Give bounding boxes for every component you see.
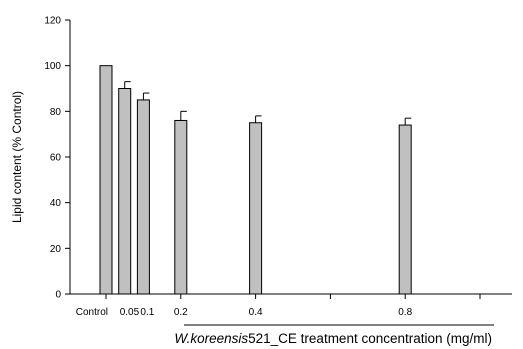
x-tick-label: 0.4 (249, 307, 263, 318)
x-axis-label-text: 521_CE treatment concentration (mg/ml) (248, 331, 492, 346)
error-bars (124, 81, 412, 126)
y-ticks: 0 20 40 60 80 100 120 (44, 16, 70, 301)
y-tick-label: 40 (50, 198, 62, 209)
x-tick-label: 0.1 (140, 307, 154, 318)
x-tick-labels: Control 0.05 0.1 0.2 0.4 0.8 (76, 307, 413, 318)
x-tick-label: 0.8 (398, 307, 412, 318)
y-tick-label: 0 (55, 290, 61, 301)
y-tick-label: 120 (44, 16, 61, 27)
bar (118, 88, 132, 295)
bar (136, 99, 150, 295)
y-axis-label: Lipid content (% Control) (10, 91, 24, 223)
bar (398, 124, 412, 295)
x-axis-label: W.koreensis521_CE treatment concentratio… (174, 331, 492, 346)
y-tick-label: 60 (50, 153, 62, 164)
y-tick-label: 80 (50, 107, 62, 118)
y-tick-label: 100 (44, 61, 61, 72)
x-ticks (105, 294, 481, 299)
x-axis-label-species: W.koreensis (174, 331, 248, 346)
y-tick-label: 20 (50, 244, 62, 255)
x-tick-label: 0.05 (120, 307, 140, 318)
x-tick-label: 0.2 (174, 307, 188, 318)
bar (249, 122, 263, 295)
bar (99, 65, 113, 295)
bar (174, 119, 188, 295)
x-tick-label: Control (76, 307, 108, 318)
bars (99, 65, 412, 295)
axes (69, 20, 512, 326)
